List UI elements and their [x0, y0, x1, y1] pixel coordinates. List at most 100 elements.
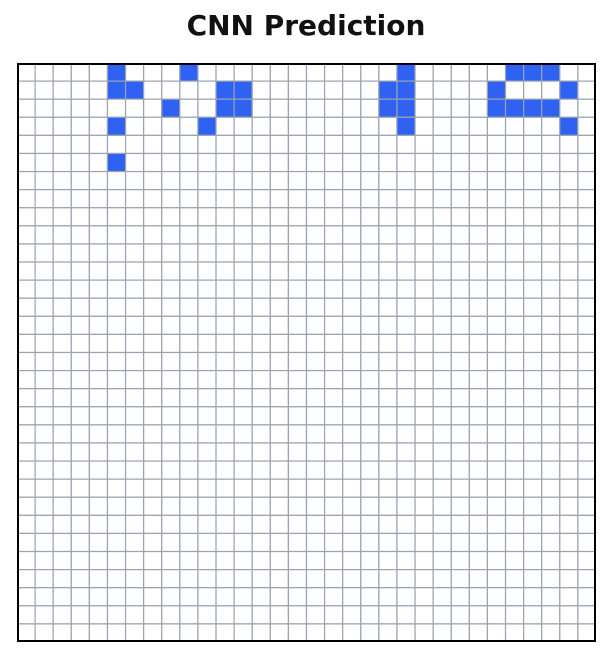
- grid-cell-empty: [251, 532, 271, 553]
- grid-cell-empty: [323, 80, 344, 100]
- grid-cell-empty: [143, 496, 163, 516]
- grid-cell-empty: [143, 550, 163, 571]
- grid-cell-empty: [523, 424, 543, 444]
- grid-cell-empty: [161, 225, 181, 245]
- grid-cell-empty: [378, 189, 398, 209]
- grid-cell-empty: [269, 550, 290, 571]
- grid-cell-empty: [179, 460, 199, 480]
- grid-cell-empty: [486, 569, 507, 589]
- grid-cell-empty: [124, 460, 145, 480]
- grid-cell-empty: [287, 315, 308, 336]
- grid-cell-empty: [269, 496, 290, 516]
- grid-cell-empty: [88, 460, 109, 480]
- grid-cell-empty: [124, 116, 145, 136]
- grid-cell-empty: [486, 406, 507, 426]
- grid-cell-empty: [450, 152, 470, 173]
- grid-cell-empty: [305, 569, 326, 589]
- grid-cell-empty: [523, 170, 543, 191]
- grid-cell-empty: [577, 261, 596, 281]
- grid-cell-empty: [34, 170, 54, 191]
- grid-cell-empty: [269, 587, 290, 607]
- grid-cell-empty: [124, 63, 145, 82]
- grid-cell-empty: [414, 587, 434, 607]
- grid-cell-empty: [179, 170, 199, 191]
- grid-cell-empty: [17, 442, 36, 462]
- grid-cell-empty: [414, 189, 434, 209]
- grid-cell-empty: [70, 550, 90, 571]
- grid-cell-empty: [305, 460, 326, 480]
- grid-cell-empty: [360, 80, 380, 100]
- grid-cell-empty: [432, 478, 452, 498]
- grid-cell-empty: [541, 550, 561, 571]
- grid-cell-empty: [577, 424, 596, 444]
- grid-cell-empty: [305, 442, 326, 462]
- grid-cell-empty: [360, 279, 380, 299]
- grid-cell-empty: [360, 623, 380, 642]
- grid-cell-empty: [396, 460, 416, 480]
- grid-cell-empty: [161, 315, 181, 336]
- grid-cell-empty: [378, 478, 398, 498]
- grid-cell-empty: [486, 243, 507, 263]
- grid-cell-empty: [143, 315, 163, 336]
- grid-cell-empty: [486, 170, 507, 191]
- grid-cell-empty: [305, 369, 326, 390]
- grid-cell-empty: [577, 569, 596, 589]
- grid-cell-empty: [414, 478, 434, 498]
- grid-cell-empty: [432, 207, 452, 227]
- grid-cell-empty: [17, 351, 36, 372]
- grid-cell-empty: [305, 116, 326, 136]
- grid-cell-empty: [197, 605, 217, 625]
- grid-cell-empty: [360, 351, 380, 372]
- grid-cell-empty: [504, 80, 525, 100]
- grid-cell-filled: [396, 98, 416, 118]
- grid-cell-empty: [251, 207, 271, 227]
- grid-cell-empty: [323, 406, 344, 426]
- grid-cell-empty: [233, 623, 253, 642]
- grid-cell-empty: [541, 243, 561, 263]
- grid-cell-empty: [523, 388, 543, 408]
- grid-cell-filled: [197, 116, 217, 136]
- grid-cell-empty: [251, 460, 271, 480]
- grid-cell-empty: [161, 514, 181, 535]
- grid-cell-empty: [197, 569, 217, 589]
- grid-cell-empty: [17, 279, 36, 299]
- grid-cell-empty: [17, 478, 36, 498]
- grid-cell-empty: [577, 406, 596, 426]
- grid-cell-empty: [269, 514, 290, 535]
- grid-cell-empty: [70, 514, 90, 535]
- grid-cell-empty: [432, 279, 452, 299]
- grid-cell-empty: [251, 225, 271, 245]
- grid-cell-empty: [378, 406, 398, 426]
- grid-cell-empty: [450, 189, 470, 209]
- grid-cell-filled: [396, 116, 416, 136]
- grid-cell-empty: [559, 406, 579, 426]
- grid-cell-empty: [504, 207, 525, 227]
- grid-cell-empty: [468, 623, 489, 642]
- grid-cell-empty: [486, 623, 507, 642]
- grid-cell-empty: [559, 315, 579, 336]
- grid-cell-empty: [88, 496, 109, 516]
- grid-cell-empty: [450, 333, 470, 354]
- grid-cell-empty: [287, 333, 308, 354]
- grid-cell-empty: [450, 207, 470, 227]
- grid-cell-empty: [468, 225, 489, 245]
- grid-cell-empty: [396, 152, 416, 173]
- grid-cell-empty: [124, 388, 145, 408]
- grid-cell-empty: [504, 569, 525, 589]
- grid-cell-empty: [414, 207, 434, 227]
- grid-cell-empty: [486, 207, 507, 227]
- grid-cell-empty: [468, 315, 489, 336]
- grid-cell-empty: [233, 442, 253, 462]
- grid-cell-filled: [215, 80, 235, 100]
- grid-cell-empty: [323, 189, 344, 209]
- grid-cell-empty: [504, 388, 525, 408]
- grid-cell-empty: [432, 116, 452, 136]
- grid-cell-empty: [378, 152, 398, 173]
- grid-cell-empty: [34, 207, 54, 227]
- grid-cell-empty: [215, 207, 235, 227]
- grid-cell-empty: [269, 333, 290, 354]
- grid-cell-empty: [34, 569, 54, 589]
- grid-cell-empty: [486, 315, 507, 336]
- grid-cell-empty: [17, 116, 36, 136]
- grid-cell-empty: [269, 134, 290, 155]
